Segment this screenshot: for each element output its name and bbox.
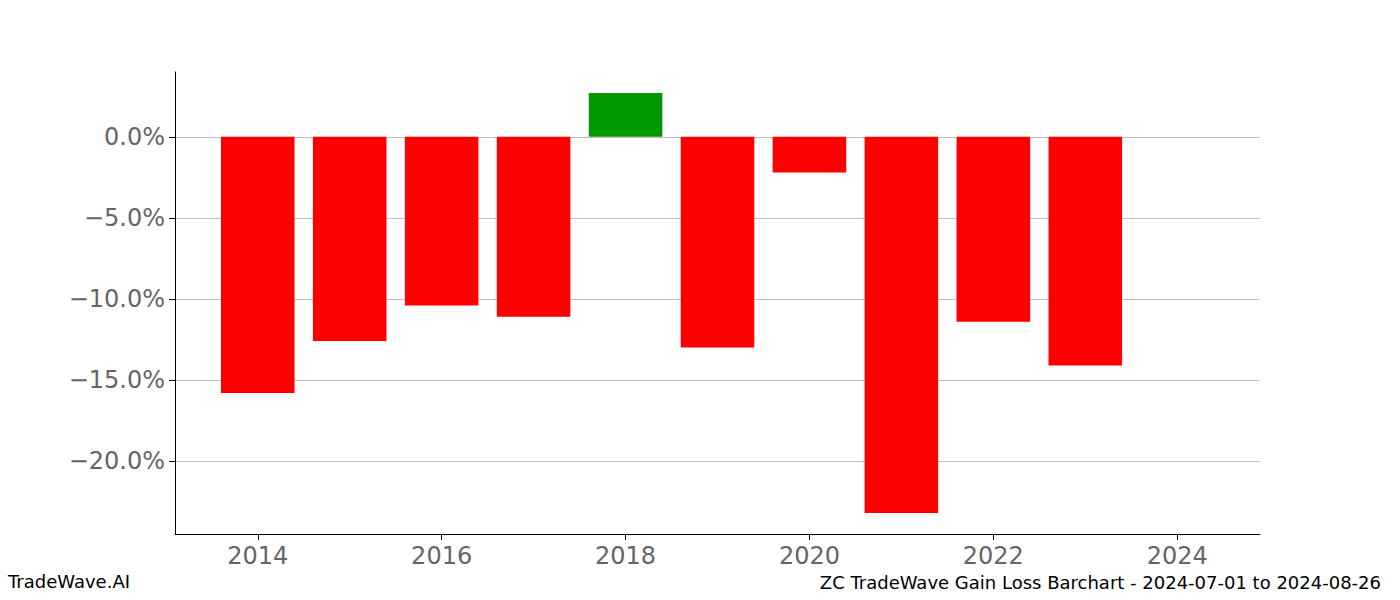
svg-text:2014: 2014	[227, 542, 288, 570]
svg-text:ZC TradeWave Gain Loss Barchar: ZC TradeWave Gain Loss Barchart - 2024-0…	[820, 572, 1381, 593]
svg-text:2022: 2022	[963, 542, 1024, 570]
svg-text:2020: 2020	[779, 542, 840, 570]
svg-text:2018: 2018	[595, 542, 656, 570]
svg-text:0.0%: 0.0%	[104, 123, 165, 151]
svg-text:−5.0%: −5.0%	[84, 204, 165, 232]
svg-text:2024: 2024	[1147, 542, 1208, 570]
svg-text:2016: 2016	[411, 542, 472, 570]
svg-text:−10.0%: −10.0%	[69, 285, 165, 313]
svg-text:−15.0%: −15.0%	[69, 366, 165, 394]
svg-text:−20.0%: −20.0%	[69, 447, 165, 475]
svg-text:TradeWave.AI: TradeWave.AI	[7, 571, 130, 592]
